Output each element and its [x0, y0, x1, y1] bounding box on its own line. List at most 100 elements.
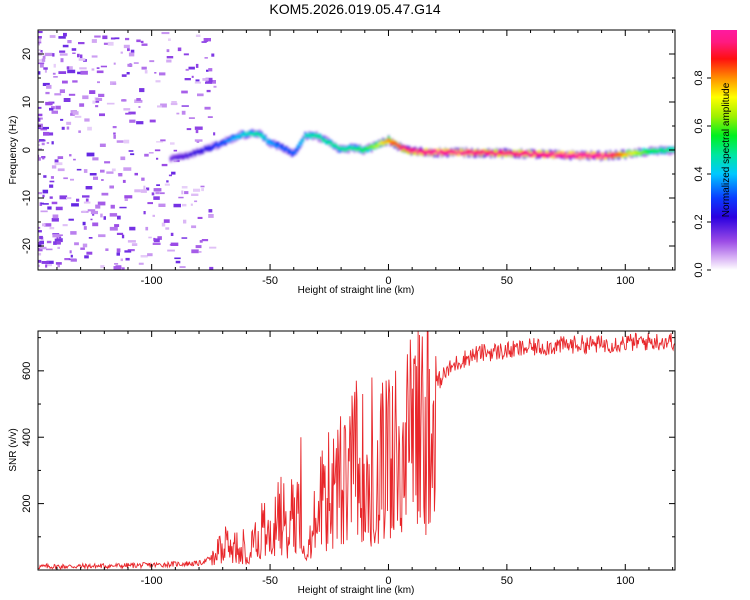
- noise-speck: [55, 262, 62, 265]
- noise-speck: [50, 176, 54, 179]
- noise-speck: [134, 189, 141, 193]
- noise-speck: [134, 99, 142, 103]
- ridge-cell: [222, 140, 225, 145]
- noise-speck: [42, 156, 45, 160]
- ridge-cell: [499, 150, 502, 153]
- noise-speck: [167, 249, 175, 252]
- ridge-cell: [338, 147, 341, 153]
- noise-speck: [197, 93, 204, 97]
- noise-speck: [153, 238, 160, 243]
- noise-speck: [141, 177, 145, 181]
- ridge-cell: [272, 142, 275, 145]
- noise-speck: [63, 177, 68, 180]
- ridge-cell: [474, 152, 477, 155]
- snr-xlabel: Height of straight line (km): [298, 585, 415, 596]
- ridge-cell: [188, 153, 191, 156]
- noise-speck: [121, 234, 125, 239]
- noise-speck: [39, 117, 43, 120]
- noise-speck: [143, 185, 146, 190]
- noise-speck: [160, 139, 166, 142]
- ridge-cell: [326, 141, 330, 144]
- noise-speck: [74, 242, 79, 246]
- ridge-cell: [450, 151, 453, 154]
- noise-speck: [70, 258, 77, 262]
- noise-speck: [114, 224, 120, 227]
- noise-speck: [96, 67, 100, 69]
- noise-speck: [164, 183, 170, 186]
- ridge-cell: [645, 149, 648, 153]
- noise-speck: [52, 234, 60, 238]
- noise-speck: [78, 58, 86, 61]
- noise-speck: [46, 240, 52, 244]
- ridge-cell: [175, 157, 178, 160]
- noise-speck: [69, 250, 72, 254]
- ridge-cell: [440, 149, 443, 154]
- ridge-cell: [495, 153, 498, 156]
- noise-speck: [80, 54, 83, 59]
- noise-speck: [113, 132, 116, 135]
- noise-speck: [63, 98, 71, 102]
- noise-speck: [184, 191, 189, 195]
- ridge-cell: [192, 151, 195, 154]
- noise-speck: [107, 41, 114, 46]
- ridge-cell: [243, 131, 246, 135]
- noise-speck: [213, 132, 216, 136]
- noise-speck: [159, 192, 165, 195]
- noise-speck: [40, 139, 46, 142]
- ridge-cell: [183, 156, 186, 159]
- ridge-cell: [584, 155, 587, 158]
- ridge-cell: [660, 148, 663, 151]
- ridge-cell: [531, 152, 534, 155]
- noise-speck: [54, 162, 63, 166]
- noise-speck: [38, 41, 42, 44]
- noise-speck: [125, 257, 130, 261]
- noise-speck: [112, 82, 117, 85]
- noise-speck: [42, 82, 50, 86]
- ridge-cell: [306, 134, 309, 137]
- ridge-cell: [522, 150, 525, 155]
- noise-speck: [200, 185, 205, 188]
- noise-speck: [213, 85, 217, 88]
- colorbar-scale: [711, 30, 737, 270]
- ridge-cell: [332, 144, 335, 147]
- noise-speck: [161, 222, 166, 227]
- noise-speck: [182, 203, 187, 207]
- noise-speck: [170, 102, 178, 106]
- noise-speck: [38, 113, 43, 117]
- y-tick-label: 20: [21, 48, 33, 60]
- colorbar-tick-label: 0.0: [693, 262, 705, 277]
- noise-speck: [195, 130, 199, 134]
- ridge-cell: [205, 147, 208, 150]
- noise-speck: [46, 84, 52, 89]
- noise-speck: [86, 152, 95, 157]
- ridge-cell: [592, 153, 595, 156]
- noise-speck: [57, 168, 65, 172]
- ridge-cell: [472, 151, 475, 156]
- noise-speck: [130, 153, 135, 156]
- ridge-cell: [527, 152, 530, 155]
- ridge-cell: [569, 154, 572, 157]
- ridge-cell: [294, 151, 297, 154]
- ridge-cell: [662, 150, 665, 153]
- ridge-cell: [381, 141, 385, 146]
- noise-speck: [59, 236, 62, 239]
- noise-speck: [144, 153, 149, 157]
- ridge-cell: [224, 140, 227, 146]
- noise-speck: [188, 117, 195, 119]
- noise-speck: [133, 62, 139, 64]
- ridge-cell: [283, 148, 286, 152]
- ridge-cell: [501, 153, 504, 156]
- noise-speck: [113, 62, 116, 65]
- ridge-cell: [427, 149, 430, 152]
- noise-speck: [42, 223, 46, 227]
- noise-speck: [128, 111, 136, 115]
- ridge-cell: [618, 151, 621, 156]
- noise-speck: [147, 202, 153, 205]
- noise-speck: [109, 226, 118, 231]
- noise-speck: [38, 154, 40, 158]
- ridge-cell: [444, 152, 447, 155]
- ridge-cell: [505, 151, 508, 154]
- noise-speck: [41, 142, 45, 146]
- ridge-cell: [370, 146, 373, 149]
- noise-speck: [123, 108, 131, 111]
